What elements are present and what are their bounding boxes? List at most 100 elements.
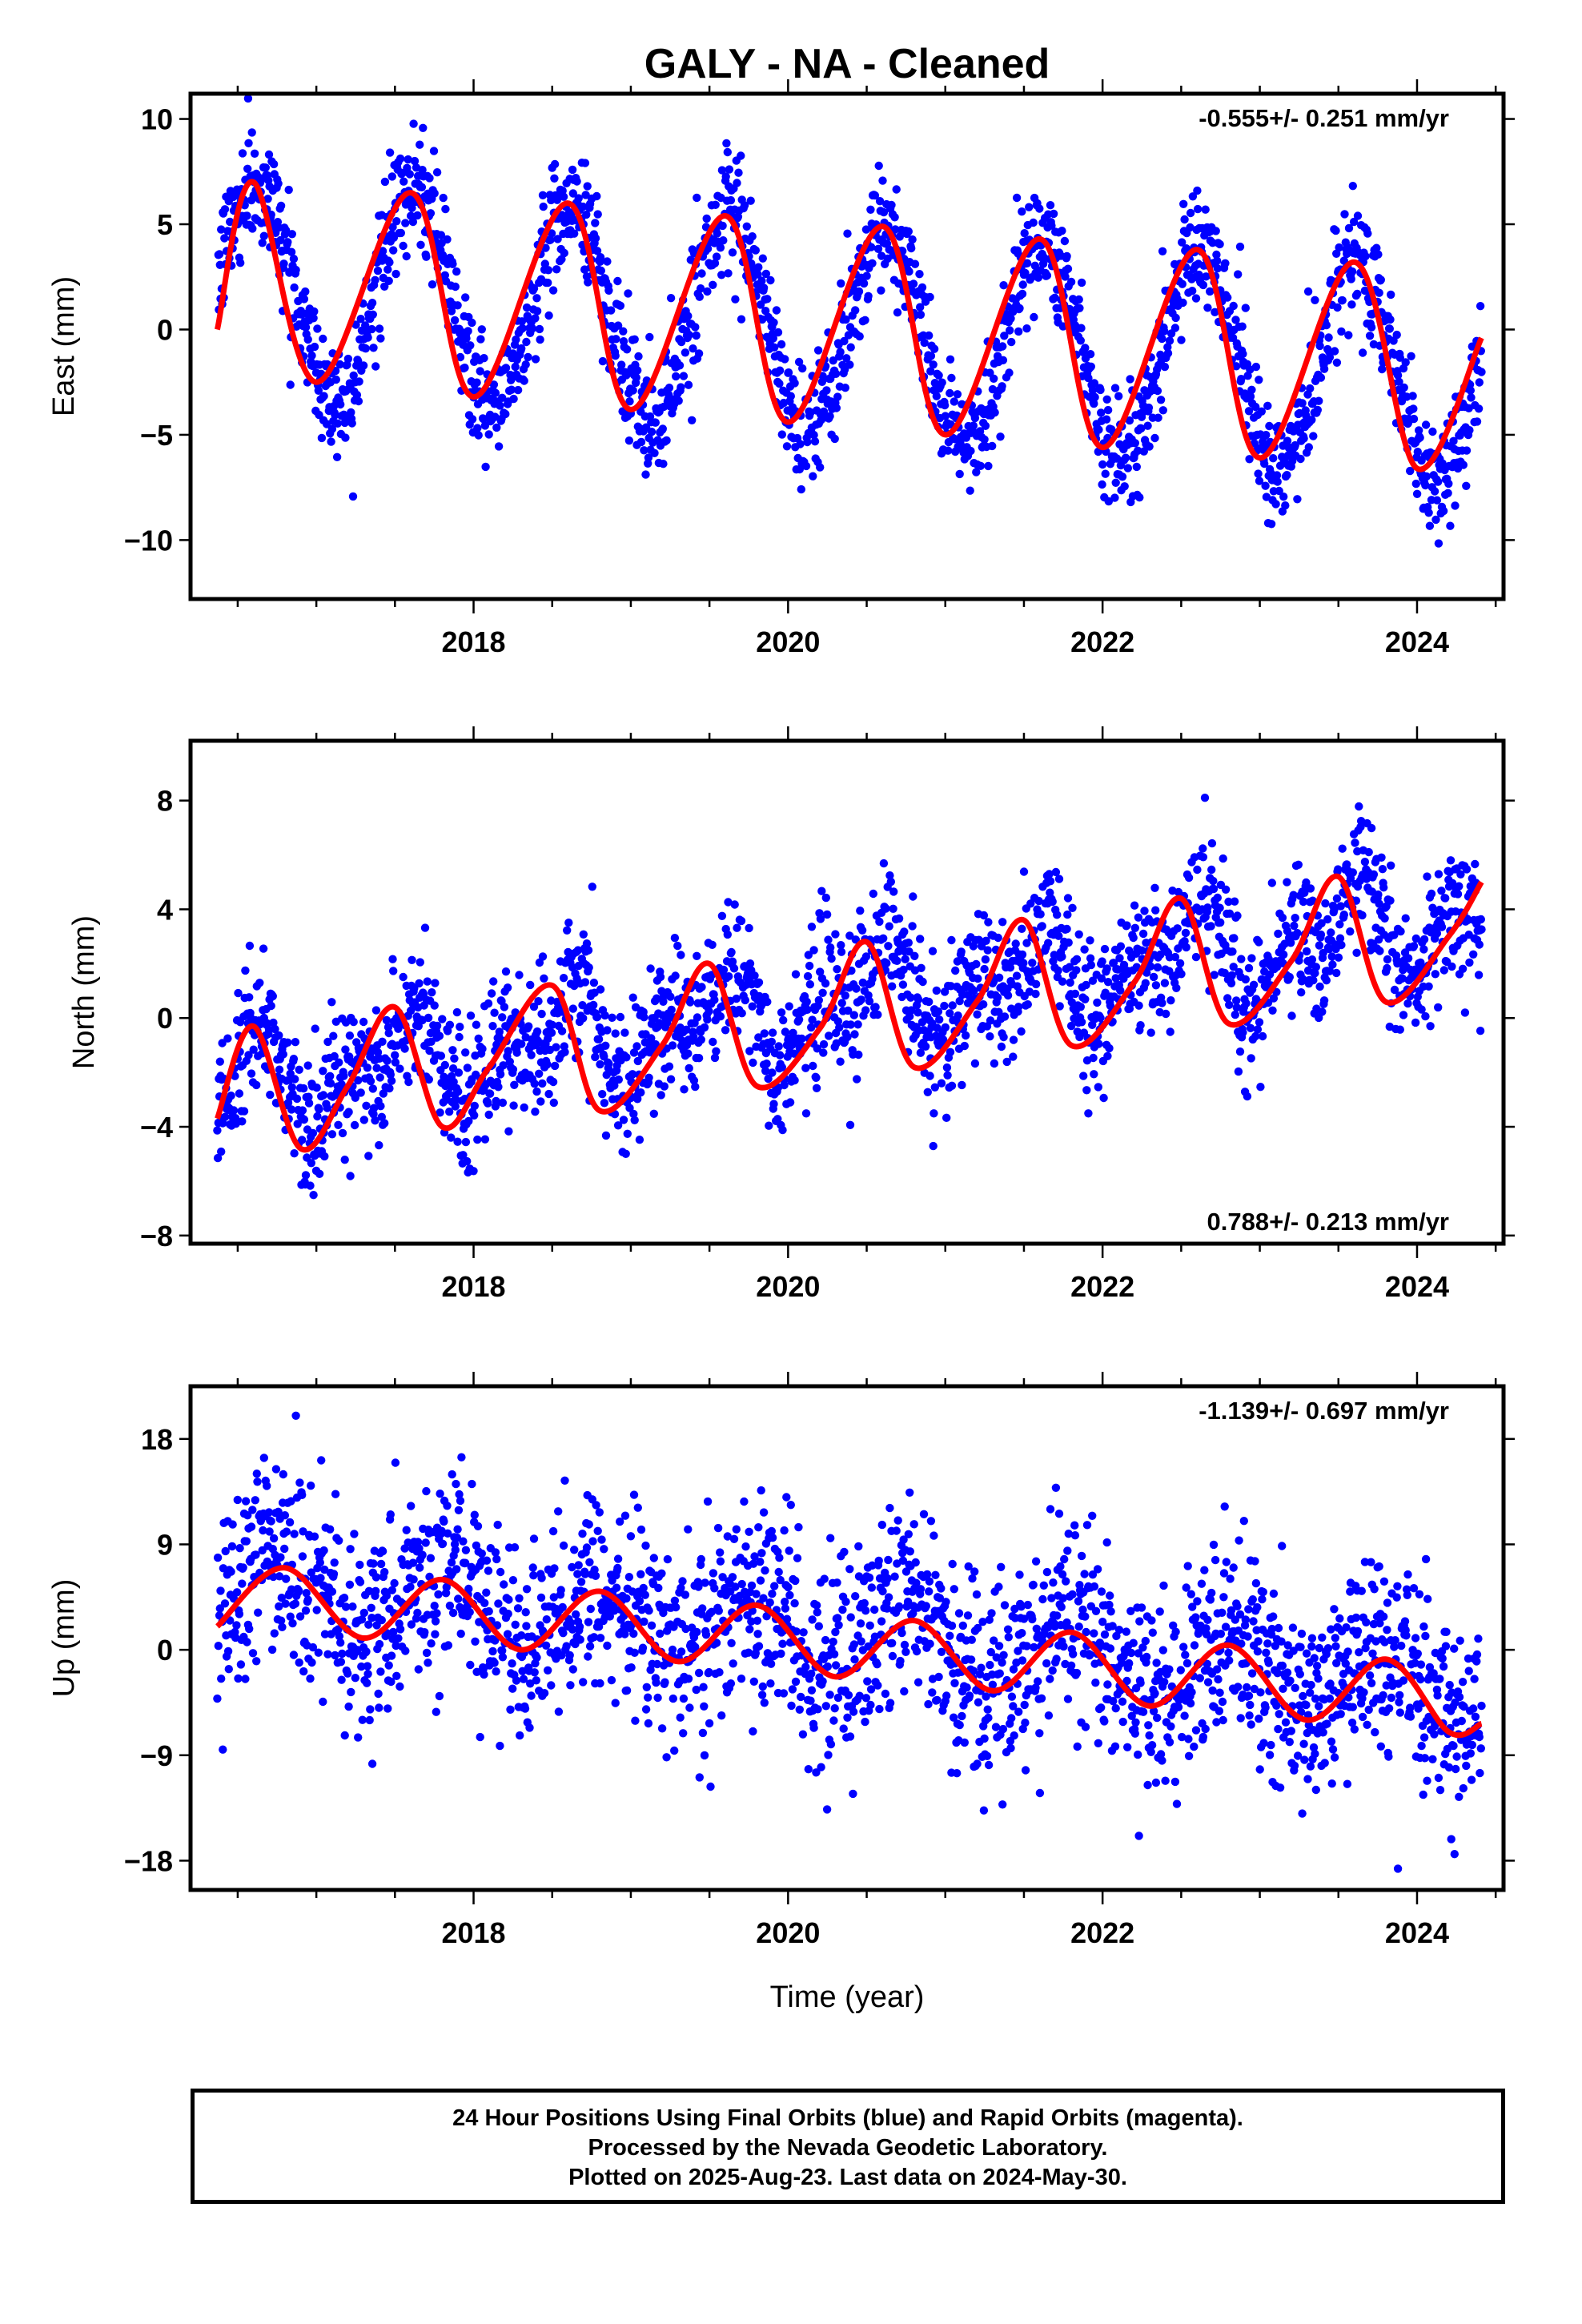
data-point bbox=[584, 278, 592, 287]
data-point bbox=[857, 926, 867, 935]
data-point bbox=[1188, 192, 1198, 201]
data-point bbox=[1267, 520, 1276, 529]
data-point bbox=[1182, 943, 1191, 952]
data-point bbox=[559, 192, 568, 201]
data-point bbox=[693, 1013, 702, 1022]
data-point bbox=[389, 233, 399, 242]
data-point bbox=[1072, 955, 1082, 964]
data-point bbox=[291, 1599, 300, 1608]
data-point bbox=[1014, 327, 1023, 336]
data-point bbox=[1116, 942, 1126, 951]
data-point bbox=[544, 1089, 553, 1099]
data-point bbox=[1163, 348, 1173, 358]
data-point bbox=[624, 436, 634, 445]
data-point bbox=[1130, 439, 1140, 448]
data-point bbox=[1281, 501, 1290, 510]
data-point bbox=[1077, 278, 1086, 287]
data-point bbox=[317, 433, 327, 443]
data-point bbox=[821, 979, 830, 988]
data-point bbox=[1231, 1010, 1240, 1019]
data-point bbox=[316, 1574, 325, 1582]
data-point bbox=[267, 1001, 275, 1011]
data-point bbox=[309, 1191, 318, 1200]
data-point bbox=[320, 1152, 329, 1161]
data-point bbox=[560, 1047, 569, 1057]
data-point bbox=[1353, 211, 1363, 220]
data-point bbox=[877, 286, 885, 295]
data-point bbox=[443, 235, 452, 244]
data-point bbox=[405, 170, 414, 179]
data-point bbox=[753, 270, 762, 279]
data-point bbox=[432, 1707, 440, 1716]
data-point bbox=[441, 204, 450, 214]
data-point bbox=[473, 1135, 482, 1144]
data-point bbox=[319, 334, 327, 344]
data-point bbox=[1254, 469, 1263, 478]
data-point bbox=[1123, 464, 1133, 472]
data-point bbox=[520, 376, 528, 385]
data-point bbox=[733, 923, 741, 932]
data-point bbox=[953, 390, 962, 399]
data-point bbox=[1375, 947, 1384, 955]
data-point bbox=[1399, 1011, 1408, 1019]
data-point bbox=[489, 380, 499, 389]
data-point bbox=[484, 1110, 493, 1120]
data-point bbox=[695, 292, 704, 301]
data-point bbox=[710, 259, 720, 267]
data-point bbox=[362, 1647, 371, 1656]
data-point bbox=[574, 194, 583, 203]
data-point bbox=[560, 248, 568, 258]
data-point bbox=[1293, 929, 1302, 938]
x-tick-label: 2024 bbox=[1385, 1270, 1449, 1303]
data-point bbox=[468, 1479, 476, 1489]
data-point bbox=[1234, 1067, 1243, 1076]
data-point bbox=[703, 1015, 712, 1024]
data-point bbox=[396, 1682, 404, 1691]
data-point bbox=[757, 276, 766, 285]
data-point bbox=[354, 396, 363, 406]
data-point bbox=[891, 225, 900, 234]
data-point bbox=[656, 1091, 665, 1100]
data-point bbox=[1241, 975, 1251, 984]
data-point bbox=[1011, 939, 1020, 948]
data-point bbox=[1279, 493, 1288, 501]
data-point bbox=[418, 1550, 427, 1559]
data-point bbox=[319, 1067, 327, 1076]
data-point bbox=[259, 231, 268, 240]
data-point bbox=[948, 1001, 957, 1010]
data-point bbox=[392, 1671, 401, 1680]
data-point bbox=[459, 1537, 468, 1546]
data-point bbox=[1411, 1018, 1420, 1027]
data-point bbox=[634, 352, 643, 361]
data-point bbox=[754, 263, 763, 271]
data-point bbox=[1330, 347, 1339, 356]
data-point bbox=[1166, 996, 1175, 1005]
data-point bbox=[473, 424, 482, 432]
data-point bbox=[290, 1149, 299, 1158]
data-point bbox=[463, 1156, 472, 1166]
data-point bbox=[243, 1638, 251, 1647]
data-point bbox=[782, 442, 792, 451]
data-point bbox=[399, 972, 408, 982]
data-point bbox=[677, 383, 685, 392]
data-point bbox=[926, 367, 935, 376]
data-point bbox=[1476, 302, 1485, 311]
data-point bbox=[453, 1525, 462, 1534]
data-point bbox=[898, 980, 908, 989]
data-point bbox=[1215, 903, 1224, 912]
data-point bbox=[998, 382, 1006, 391]
data-point bbox=[998, 356, 1008, 364]
data-point bbox=[423, 977, 432, 986]
data-point bbox=[762, 1059, 771, 1068]
data-point bbox=[1110, 493, 1119, 502]
data-point bbox=[1132, 462, 1142, 472]
data-point bbox=[717, 271, 726, 279]
data-point bbox=[1070, 989, 1080, 999]
data-point bbox=[253, 1478, 262, 1486]
data-point bbox=[950, 397, 959, 406]
data-point bbox=[326, 1079, 335, 1088]
data-point bbox=[1430, 487, 1439, 496]
data-point bbox=[1230, 897, 1239, 906]
data-point bbox=[1339, 911, 1349, 919]
data-point bbox=[579, 1014, 588, 1023]
